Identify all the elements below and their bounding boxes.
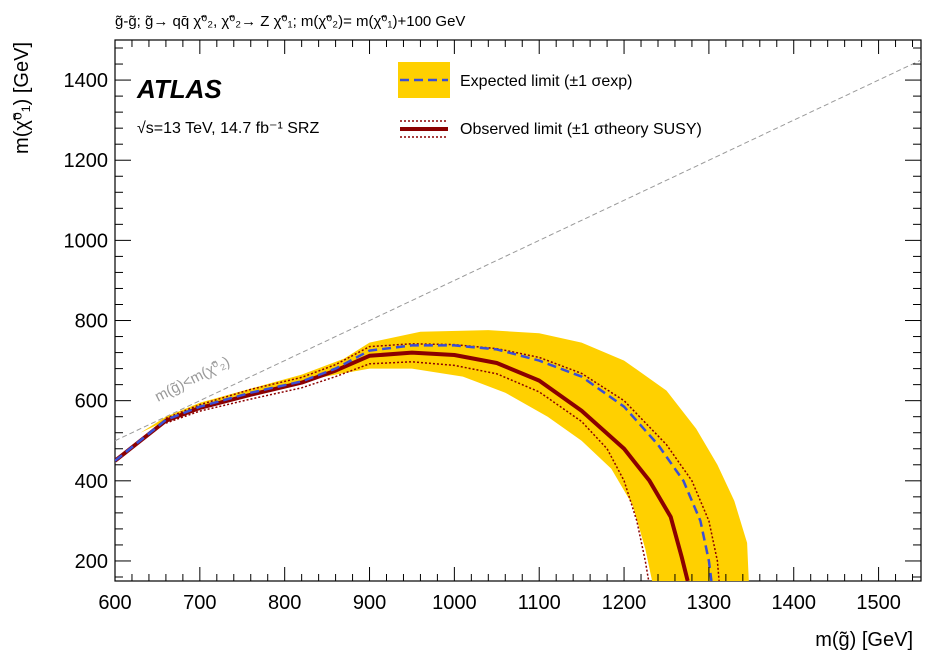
y-tick-label: 800 (75, 311, 108, 333)
atlas-label: ATLAS (136, 74, 222, 104)
legend-expected-label: Expected limit (±1 σexp) (460, 73, 633, 90)
kinematic-diagonal (115, 59, 921, 442)
y-tick-label: 1200 (64, 150, 109, 172)
observed-limit-line (115, 350, 690, 581)
lumi-label: √s=13 TeV, 14.7 fb⁻¹ SRZ (137, 120, 319, 137)
y-tick-label: 1400 (64, 70, 109, 92)
observed-limit-minus-line (165, 361, 650, 581)
x-tick-label: 1200 (602, 592, 647, 614)
x-tick-label: 1300 (687, 592, 732, 614)
legend-observed-label: Observed limit (±1 σtheory SUSY) (460, 121, 702, 138)
expected-band (140, 330, 749, 581)
expected-limit-line (115, 344, 713, 581)
legend: Expected limit (±1 σexp) Observed limit … (398, 62, 702, 138)
x-tick-label: 900 (353, 592, 386, 614)
y-tick-label: 400 (75, 471, 108, 493)
plot-frame (114, 39, 922, 582)
x-tick-label: 1000 (432, 592, 477, 614)
x-tick-label: 1100 (518, 592, 561, 614)
x-tick-label: 700 (183, 592, 216, 614)
chart-title: g̃-g̃; g̃→ qq̄ χ̃⁰₂, χ̃⁰₂→ Z χ̃⁰₁; m(χ̃⁰… (115, 13, 465, 30)
plot-area: 600 700 800 900 1000 1100 1200 1300 1400 1500 200 4… (64, 39, 922, 614)
y-tick-label: 600 (75, 391, 108, 413)
x-tick-label: 1500 (856, 592, 901, 614)
y-tick-label: 200 (75, 551, 108, 573)
x-tick-label: 1400 (771, 592, 816, 614)
x-tick-label: 800 (268, 592, 301, 614)
y-axis-title: m(χ̃⁰₁) [GeV] (11, 42, 33, 154)
x-axis-title: m(g̃) [GeV] (815, 629, 913, 651)
x-tick-label: 600 (98, 592, 131, 614)
y-tick-label: 1000 (64, 230, 109, 252)
